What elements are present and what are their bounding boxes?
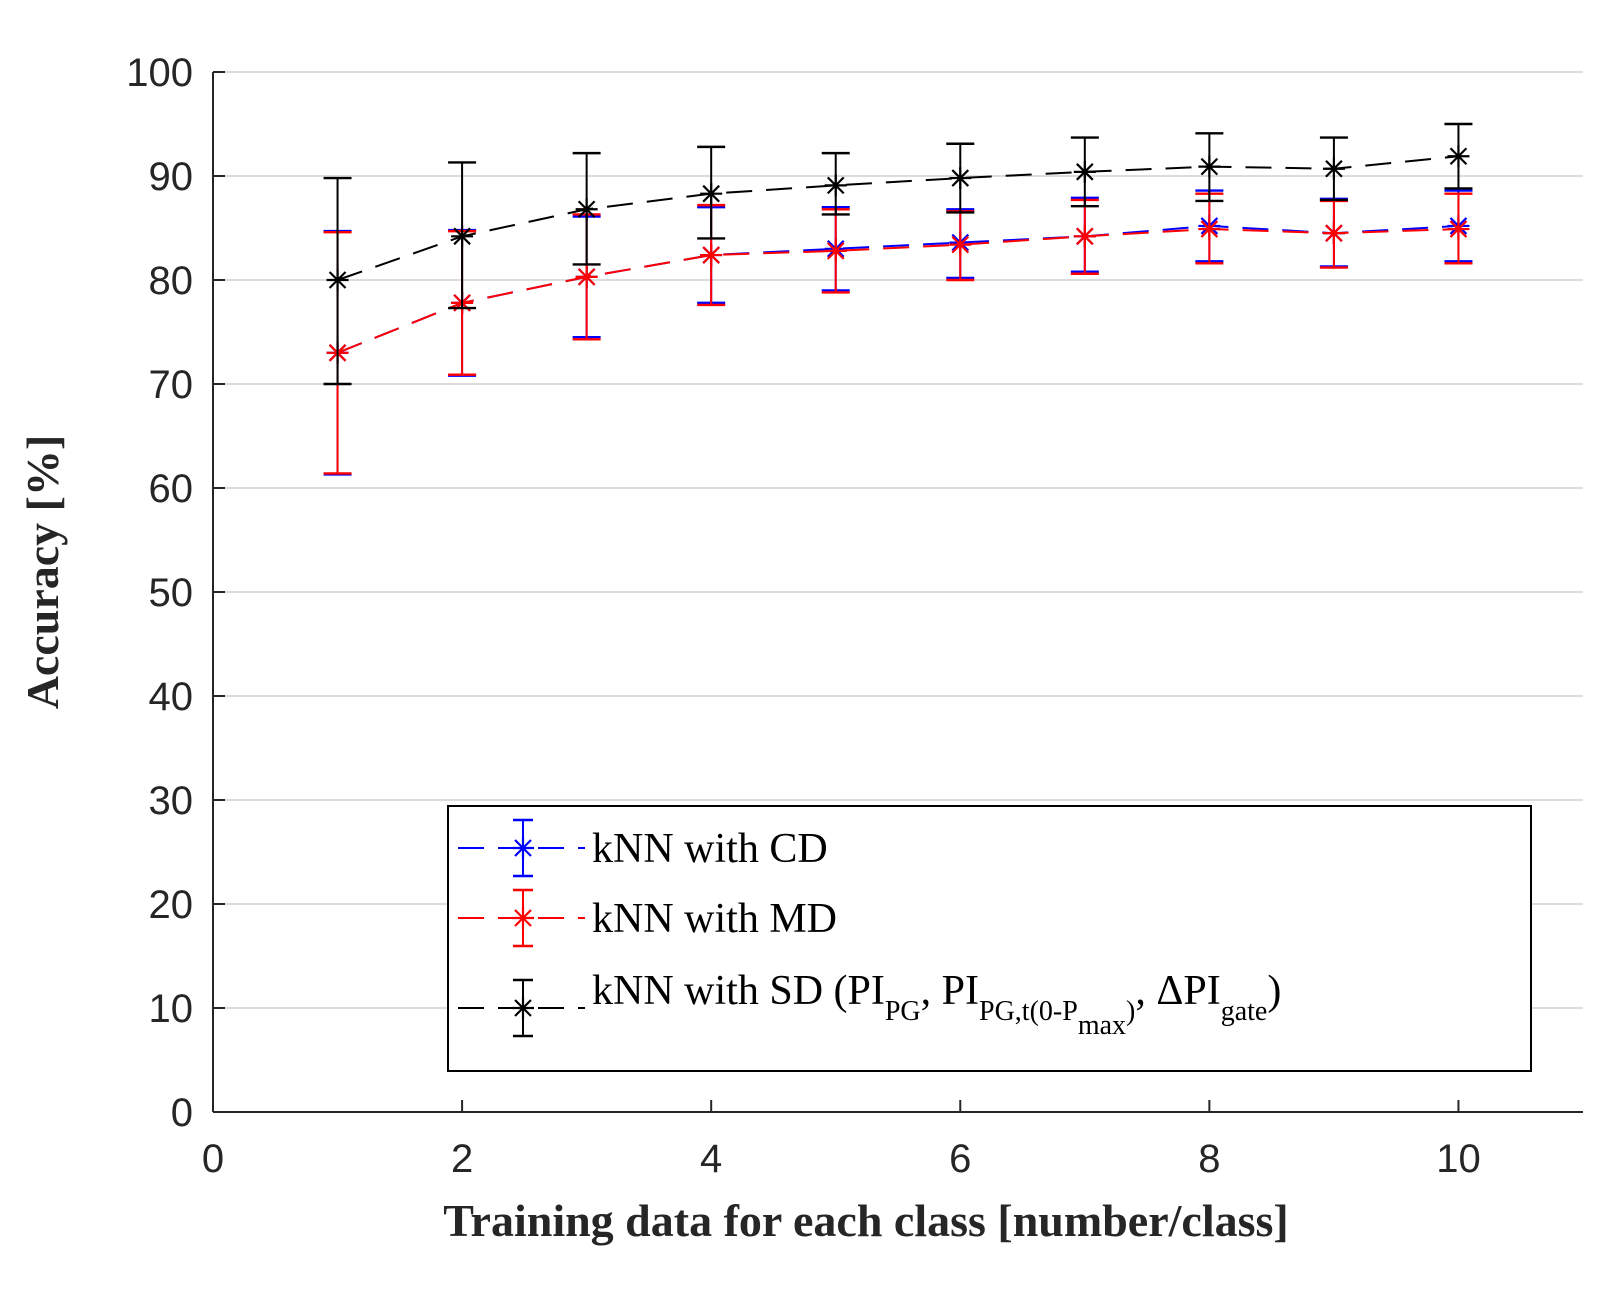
y-tick-label-20: 20 (149, 883, 194, 927)
marker-sd-3 (575, 198, 598, 221)
marker-md-10 (1447, 218, 1470, 241)
marker-sd-10 (1447, 145, 1470, 168)
marker-sd-7 (1073, 160, 1096, 183)
legend-label-md: kNN with MD (592, 896, 837, 942)
y-tick-label-70: 70 (149, 363, 194, 407)
axes (212, 71, 1583, 1113)
marker-sd-6 (949, 167, 972, 190)
marker-md-6-d2 (951, 235, 970, 254)
marker-md-8-d2 (1200, 220, 1219, 238)
x-tick-label-10: 10 (1436, 1137, 1481, 1181)
marker-md-6 (949, 233, 972, 256)
legend-sample-marker-sd (512, 997, 534, 1019)
marker-sd-3-d2 (577, 200, 596, 219)
y-tick-label-30: 30 (149, 779, 194, 823)
marker-md-10-d2 (1449, 220, 1468, 238)
marker-md-3-d2 (577, 268, 596, 286)
legend-samples (458, 818, 585, 1038)
x-tick-label-8: 8 (1198, 1137, 1220, 1181)
legend: kNN with CD kNN with MD kNN with SD (PIP… (447, 805, 1532, 1072)
legend-sd-sub3: gate (1221, 996, 1268, 1027)
marker-sd-2-d2 (453, 227, 471, 246)
marker-sd-2 (451, 225, 474, 248)
legend-sd-sub2c: ) (1126, 996, 1135, 1027)
marker-sd-1-d2 (328, 271, 347, 289)
series-line-md (337, 228, 1459, 354)
marker-sd-4 (700, 182, 723, 205)
marker-md-7-d2 (1076, 227, 1094, 246)
marker-md-4-d2 (702, 246, 720, 264)
y-tick-label-90: 90 (149, 155, 194, 199)
legend-box (447, 805, 1532, 1072)
series-line-sd (337, 155, 1459, 281)
x-tick-labels: 0 2 4 6 8 10 (202, 1137, 1481, 1181)
y-axis-title: Accuracy [%] (17, 435, 68, 710)
legend-sample-marker-cd-d2 (514, 839, 532, 857)
x-tick-label-0: 0 (202, 1137, 224, 1181)
grid-lines (213, 71, 1583, 1009)
legend-sample-cd (458, 818, 585, 878)
marker-sd-6-d2 (951, 169, 970, 187)
marker-md-4 (700, 244, 723, 267)
legend-sd-sep1: , PI (921, 968, 979, 1014)
legend-sample-marker-cd (512, 837, 534, 859)
series-line-cd (337, 224, 1459, 354)
marker-sd-8-d2 (1200, 157, 1219, 176)
marker-md-8 (1198, 218, 1221, 241)
y-tick-label-60: 60 (149, 467, 194, 511)
y-tick-label-10: 10 (149, 987, 194, 1031)
legend-sd-close: ) (1267, 968, 1281, 1014)
marker-sd-8 (1198, 155, 1221, 178)
marker-sd-10-d2 (1449, 147, 1468, 166)
legend-sample-marker-md-d2 (514, 909, 532, 927)
marker-md-5 (824, 239, 847, 262)
marker-sd-5 (824, 174, 847, 197)
marker-sd-5-d2 (826, 176, 845, 195)
legend-sd-main: kNN with SD (PI (592, 968, 885, 1014)
marker-md-9 (1322, 222, 1345, 245)
y-tick-label-50: 50 (149, 571, 194, 615)
legend-sd-sub1: PG (885, 996, 921, 1027)
series-sd (323, 122, 1473, 386)
legend-sample-marker-md (512, 907, 534, 929)
legend-label-sd: kNN with SD (PIPG, PIPG,t(0-Pmax), ΔPIga… (592, 968, 1281, 1041)
marker-md-9-d2 (1325, 224, 1343, 242)
legend-sample-md (458, 888, 585, 948)
x-axis-title: Training data for each class [number/cla… (443, 1195, 1288, 1246)
marker-sd-1 (326, 269, 349, 291)
marker-md-3 (575, 265, 598, 288)
marker-md-5-d2 (826, 242, 845, 260)
y-tick-label-100: 100 (126, 51, 193, 95)
y-tick-label-0: 0 (171, 1091, 193, 1135)
x-tick-label-2: 2 (451, 1137, 473, 1181)
marker-md-7 (1073, 225, 1096, 248)
marker-sd-7-d2 (1076, 163, 1094, 181)
legend-sd-sep2: , ΔPI (1135, 968, 1220, 1014)
y-tick-labels: 0 10 20 30 40 50 60 70 80 90 100 (126, 51, 193, 1135)
legend-label-cd: kNN with CD (592, 826, 828, 872)
y-tick-label-40: 40 (149, 675, 194, 719)
legend-sd-sub2b: max (1078, 1010, 1126, 1041)
data-series (323, 122, 1473, 476)
x-tick-label-6: 6 (949, 1137, 971, 1181)
marker-sd-9-d2 (1325, 159, 1343, 178)
legend-sd-sub2a: PG,t(0-P (979, 996, 1078, 1027)
x-tick-label-4: 4 (700, 1137, 722, 1181)
legend-sample-marker-sd-d2 (514, 999, 532, 1017)
y-tick-label-80: 80 (149, 259, 194, 303)
marker-sd-9 (1322, 157, 1345, 180)
marker-sd-4-d2 (702, 184, 720, 203)
legend-sample-sd (458, 978, 585, 1038)
